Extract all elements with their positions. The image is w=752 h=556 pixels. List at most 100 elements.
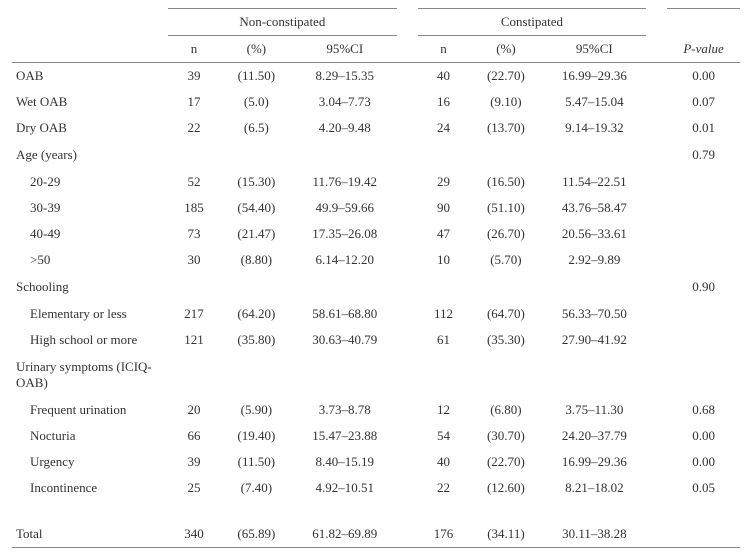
row-label: Incontinence — [12, 475, 168, 501]
cell — [667, 301, 740, 327]
table-row: Nocturia 66 (19.40) 15.47–23.88 54 (30.7… — [12, 423, 740, 449]
table-row: Frequent urination 20 (5.90) 3.73–8.78 1… — [12, 397, 740, 423]
cell: 24 — [418, 115, 470, 141]
row-label: OAB — [12, 63, 168, 90]
cell: 0.07 — [667, 89, 740, 115]
cell: 16 — [418, 89, 470, 115]
col-n2: n — [418, 36, 470, 63]
cell: 3.73–8.78 — [293, 397, 397, 423]
cell: (34.11) — [470, 521, 543, 548]
cell: (11.50) — [220, 63, 293, 90]
cell: 0.00 — [667, 423, 740, 449]
col-group-nonconst: Non-constipated — [168, 9, 397, 36]
row-label: Wet OAB — [12, 89, 168, 115]
row-label: >50 — [12, 247, 168, 273]
cell: 15.47–23.88 — [293, 423, 397, 449]
table-row: Wet OAB 17 (5.0) 3.04–7.73 16 (9.10) 5.4… — [12, 89, 740, 115]
row-label: 40-49 — [12, 221, 168, 247]
cell: 20.56–33.61 — [542, 221, 646, 247]
cell: (5.0) — [220, 89, 293, 115]
cell: 9.14–19.32 — [542, 115, 646, 141]
cell — [667, 247, 740, 273]
cell: (8.80) — [220, 247, 293, 273]
cell: 58.61–68.80 — [293, 301, 397, 327]
cell: (22.70) — [470, 449, 543, 475]
cell: 2.92–9.89 — [542, 247, 646, 273]
cell: (6.5) — [220, 115, 293, 141]
cell: 39 — [168, 449, 220, 475]
table-row: Incontinence 25 (7.40) 4.92–10.51 22 (12… — [12, 475, 740, 501]
cell: (21.47) — [220, 221, 293, 247]
row-label: Dry OAB — [12, 115, 168, 141]
row-label: High school or more — [12, 327, 168, 353]
cell: 43.76–58.47 — [542, 195, 646, 221]
cell: 61.82–69.89 — [293, 521, 397, 548]
row-label: Nocturia — [12, 423, 168, 449]
cell: (16.50) — [470, 169, 543, 195]
table-row: 40-49 73 (21.47) 17.35–26.08 47 (26.70) … — [12, 221, 740, 247]
cell: 73 — [168, 221, 220, 247]
cell: 56.33–70.50 — [542, 301, 646, 327]
cell: 176 — [418, 521, 470, 548]
cell: 66 — [168, 423, 220, 449]
cell: 5.47–15.04 — [542, 89, 646, 115]
cell: (65.89) — [220, 521, 293, 548]
cell: 112 — [418, 301, 470, 327]
table-row: >50 30 (8.80) 6.14–12.20 10 (5.70) 2.92–… — [12, 247, 740, 273]
data-table: Non-constipated Constipated n (%) 95%CI … — [12, 8, 740, 548]
cell — [667, 521, 740, 548]
cell: (64.70) — [470, 301, 543, 327]
table-row: Urgency 39 (11.50) 8.40–15.19 40 (22.70)… — [12, 449, 740, 475]
cell: 0.90 — [667, 273, 740, 301]
col-ci: 95%CI — [293, 36, 397, 63]
cell: 39 — [168, 63, 220, 90]
cell: 0.68 — [667, 397, 740, 423]
cell: 12 — [418, 397, 470, 423]
table-row: OAB 39 (11.50) 8.29–15.35 40 (22.70) 16.… — [12, 63, 740, 90]
cell: 27.90–41.92 — [542, 327, 646, 353]
cell: (35.30) — [470, 327, 543, 353]
cell: 22 — [418, 475, 470, 501]
cell: 17 — [168, 89, 220, 115]
cell: 8.40–15.19 — [293, 449, 397, 475]
row-label: Urinary symptoms (ICIQ-OAB) — [12, 353, 168, 397]
cell: (22.70) — [470, 63, 543, 90]
cell: (51.10) — [470, 195, 543, 221]
cell: 121 — [168, 327, 220, 353]
cell: 61 — [418, 327, 470, 353]
table-row: Dry OAB 22 (6.5) 4.20–9.48 24 (13.70) 9.… — [12, 115, 740, 141]
row-label: Total — [12, 521, 168, 548]
table-row: 20-29 52 (15.30) 11.76–19.42 29 (16.50) … — [12, 169, 740, 195]
col-group-const: Constipated — [418, 9, 647, 36]
cell: 40 — [418, 63, 470, 90]
cell: 20 — [168, 397, 220, 423]
cell: 30.11–38.28 — [542, 521, 646, 548]
cell: 0.79 — [667, 141, 740, 169]
cell: 4.92–10.51 — [293, 475, 397, 501]
cell — [667, 195, 740, 221]
cell: 17.35–26.08 — [293, 221, 397, 247]
row-label: Frequent urination — [12, 397, 168, 423]
cell: 0.01 — [667, 115, 740, 141]
col-pct: (%) — [220, 36, 293, 63]
cell: 30.63–40.79 — [293, 327, 397, 353]
row-label: Age (years) — [12, 141, 168, 169]
table-row: Schooling 0.90 — [12, 273, 740, 301]
row-label: Schooling — [12, 273, 168, 301]
cell: 16.99–29.36 — [542, 63, 646, 90]
row-label: Elementary or less — [12, 301, 168, 327]
cell: 49.9–59.66 — [293, 195, 397, 221]
cell: 11.76–19.42 — [293, 169, 397, 195]
cell: 16.99–29.36 — [542, 449, 646, 475]
row-label: 30-39 — [12, 195, 168, 221]
cell: (30.70) — [470, 423, 543, 449]
cell — [667, 353, 740, 397]
cell: 54 — [418, 423, 470, 449]
cell: 29 — [418, 169, 470, 195]
cell: (64.20) — [220, 301, 293, 327]
cell: 22 — [168, 115, 220, 141]
cell: (12.60) — [470, 475, 543, 501]
cell: 217 — [168, 301, 220, 327]
table-row: Elementary or less 217 (64.20) 58.61–68.… — [12, 301, 740, 327]
cell: (19.40) — [220, 423, 293, 449]
